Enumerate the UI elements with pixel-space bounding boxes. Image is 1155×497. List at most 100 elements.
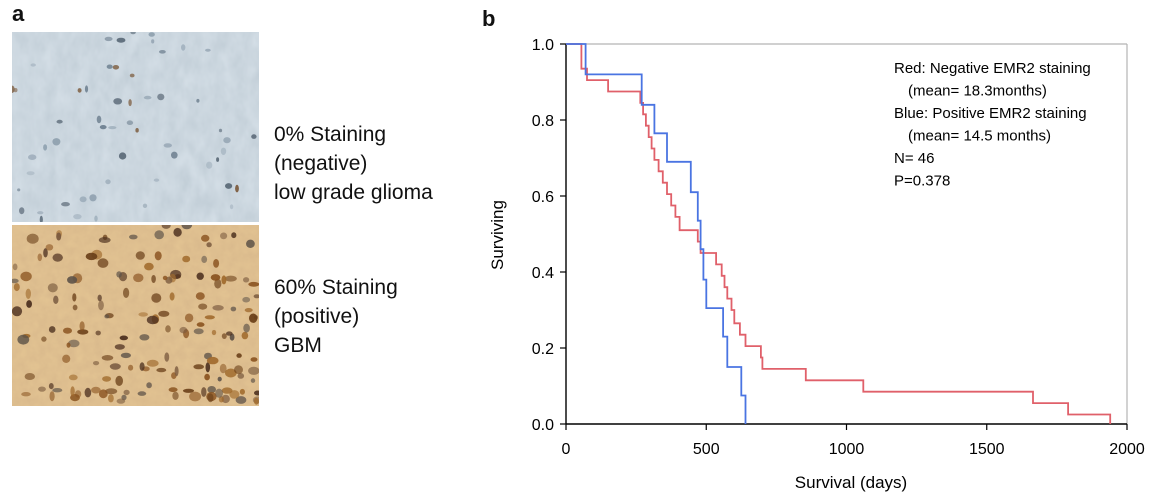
cell-nucleus bbox=[52, 388, 62, 392]
cell-nucleus bbox=[57, 120, 63, 124]
cell-nucleus bbox=[243, 324, 250, 333]
caption-negative-line-3: low grade glioma bbox=[274, 178, 433, 207]
cell-nucleus bbox=[49, 326, 56, 333]
cell-nucleus bbox=[13, 264, 18, 271]
cell-nucleus bbox=[171, 152, 178, 159]
cell-nucleus bbox=[116, 271, 122, 277]
cell-nucleus bbox=[99, 389, 108, 398]
cell-nucleus bbox=[242, 332, 249, 339]
cell-nucleus bbox=[105, 37, 113, 41]
cell-nucleus bbox=[170, 292, 175, 300]
cell-nucleus bbox=[117, 399, 126, 404]
cell-nucleus bbox=[155, 251, 162, 260]
cell-nucleus bbox=[206, 362, 211, 372]
cell-nucleus bbox=[248, 367, 259, 375]
cell-nucleus bbox=[254, 398, 259, 405]
y-tick-label-5: 1.0 bbox=[532, 37, 554, 54]
cell-nucleus bbox=[147, 316, 159, 324]
annotation-line-5: N= 46 bbox=[894, 150, 934, 167]
cell-nucleus bbox=[251, 357, 258, 362]
caption-positive-line-2: (positive) bbox=[274, 302, 398, 331]
cell-nucleus bbox=[53, 296, 58, 304]
cell-nucleus bbox=[136, 251, 145, 260]
caption-positive-line-1: 60% Staining bbox=[274, 273, 398, 302]
cell-nucleus bbox=[234, 365, 243, 374]
caption-positive-line-3: GBM bbox=[274, 331, 398, 360]
cell-nucleus bbox=[53, 254, 63, 262]
cell-nucleus bbox=[67, 343, 71, 348]
cell-nucleus bbox=[181, 44, 185, 50]
cell-nucleus bbox=[120, 336, 128, 341]
cell-nucleus bbox=[218, 377, 222, 382]
caption-negative-line-1: 0% Staining bbox=[274, 120, 433, 149]
cell-nucleus bbox=[219, 129, 222, 133]
x-axis-label: Survival (days) bbox=[795, 473, 907, 492]
cell-nucleus bbox=[175, 366, 179, 376]
cell-nucleus bbox=[100, 125, 107, 129]
survival-curve-blue bbox=[566, 44, 746, 424]
cell-nucleus bbox=[151, 293, 161, 302]
cell-nucleus bbox=[198, 304, 207, 310]
cell-nucleus bbox=[139, 334, 149, 340]
cell-nucleus bbox=[73, 305, 78, 311]
cell-nucleus bbox=[102, 355, 114, 361]
cell-nucleus bbox=[220, 364, 227, 374]
cell-nucleus bbox=[50, 391, 55, 401]
cell-nucleus bbox=[41, 336, 46, 341]
cell-nucleus bbox=[128, 365, 133, 371]
cell-nucleus bbox=[236, 353, 241, 358]
cell-nucleus bbox=[249, 314, 257, 323]
y-tick-label-0: 0.0 bbox=[532, 417, 554, 434]
cell-nucleus bbox=[89, 194, 96, 201]
cell-nucleus bbox=[21, 392, 31, 396]
cell-nucleus bbox=[56, 233, 61, 241]
cell-nucleus bbox=[78, 88, 82, 93]
cell-nucleus bbox=[31, 63, 36, 66]
cell-nucleus bbox=[127, 120, 133, 125]
cell-nucleus bbox=[212, 330, 216, 335]
cell-nucleus bbox=[182, 256, 190, 263]
cell-nucleus bbox=[98, 300, 104, 310]
cell-nucleus bbox=[151, 39, 154, 43]
cell-nucleus bbox=[61, 202, 70, 206]
cell-nucleus bbox=[72, 293, 76, 301]
cell-nucleus bbox=[194, 328, 204, 334]
cell-nucleus bbox=[222, 333, 227, 339]
cell-nucleus bbox=[204, 374, 210, 381]
cell-nucleus bbox=[37, 211, 43, 214]
cell-nucleus bbox=[242, 297, 250, 303]
cell-nucleus bbox=[215, 389, 223, 398]
cell-nucleus bbox=[149, 32, 155, 37]
cell-nucleus bbox=[27, 171, 35, 175]
cell-nucleus bbox=[140, 362, 145, 371]
cell-nucleus bbox=[98, 258, 109, 268]
cell-nucleus bbox=[46, 244, 54, 250]
cell-nucleus bbox=[97, 116, 102, 124]
cell-nucleus bbox=[225, 183, 232, 189]
cell-nucleus bbox=[105, 179, 110, 184]
cell-nucleus bbox=[207, 357, 219, 364]
cell-nucleus bbox=[213, 259, 219, 268]
cell-nucleus bbox=[119, 152, 126, 159]
cell-nucleus bbox=[99, 237, 111, 243]
cell-nucleus bbox=[165, 325, 171, 332]
cell-nucleus bbox=[20, 272, 31, 282]
cell-nucleus bbox=[63, 328, 72, 334]
cell-nucleus bbox=[216, 157, 219, 162]
cell-nucleus bbox=[17, 188, 20, 191]
cell-nucleus bbox=[229, 390, 239, 399]
cell-nucleus bbox=[144, 96, 152, 100]
cell-nucleus bbox=[164, 143, 172, 147]
cell-nucleus bbox=[108, 394, 114, 402]
cell-nucleus bbox=[246, 240, 255, 248]
y-tick-label-2: 0.4 bbox=[532, 265, 554, 282]
x-tick-label-0: 0 bbox=[562, 441, 571, 458]
cell-nucleus bbox=[205, 315, 215, 319]
y-tick-label-3: 0.6 bbox=[532, 189, 554, 206]
cell-nucleus bbox=[201, 235, 209, 242]
caption-positive: 60% Staining (positive) GBM bbox=[274, 273, 398, 360]
cell-nucleus bbox=[67, 276, 77, 284]
panel-a-label: a bbox=[12, 1, 24, 27]
cell-nucleus bbox=[124, 390, 130, 395]
cell-nucleus bbox=[197, 273, 204, 280]
